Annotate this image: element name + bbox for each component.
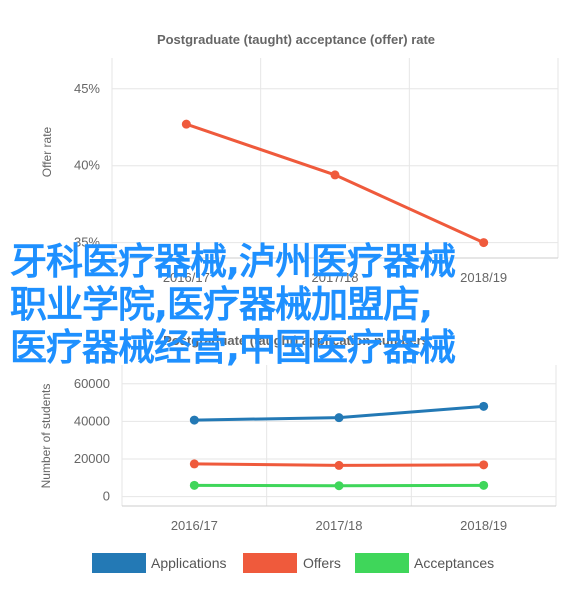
gridlines bbox=[111, 58, 559, 258]
data-point bbox=[189, 459, 199, 469]
y-tick-labels: 35% 40% 45% bbox=[74, 81, 100, 250]
chart-title: Postgraduate (taught) application number… bbox=[163, 333, 429, 348]
x-tick-label: 2018/19 bbox=[460, 270, 507, 285]
series-lines bbox=[189, 401, 489, 491]
data-point bbox=[334, 481, 344, 491]
x-tick-label: 2017/18 bbox=[316, 518, 363, 533]
y-tick-label: 40000 bbox=[74, 413, 110, 428]
series-lines bbox=[181, 119, 489, 248]
data-point bbox=[334, 460, 344, 470]
data-point bbox=[334, 413, 344, 423]
x-tick-label: 2016/17 bbox=[163, 270, 210, 285]
legend: Applications Offers Acceptances bbox=[92, 553, 494, 573]
y-tick-label: 60000 bbox=[74, 376, 110, 391]
data-point bbox=[479, 401, 489, 411]
legend-swatch bbox=[243, 553, 297, 573]
data-point bbox=[189, 415, 199, 425]
legend-label: Applications bbox=[151, 555, 227, 571]
overlay-headline: 牙科医疗器械,泸州医疗器械 职业学院,医疗器械加盟店, 医疗器械经营,中国医疗器… bbox=[10, 240, 570, 369]
series-line bbox=[185, 122, 485, 244]
gridlines bbox=[121, 365, 557, 506]
legend-swatch bbox=[355, 553, 409, 573]
data-point bbox=[189, 480, 199, 490]
x-tick-labels: 2016/17 2017/18 2018/19 bbox=[171, 518, 507, 533]
overlay-line: 医疗器械经营,中国医疗器械 bbox=[10, 326, 456, 369]
x-tick-label: 2017/18 bbox=[312, 270, 359, 285]
x-tick-label: 2018/19 bbox=[460, 518, 507, 533]
y-axis-title: Number of students bbox=[39, 384, 53, 489]
legend-label: Acceptances bbox=[414, 555, 494, 571]
data-point bbox=[479, 238, 489, 248]
application-numbers-chart: Postgraduate (taught) application number… bbox=[39, 333, 557, 573]
y-tick-label: 20000 bbox=[74, 451, 110, 466]
y-tick-label: 40% bbox=[74, 158, 100, 173]
y-tick-label: 0 bbox=[103, 489, 110, 504]
y-axis-title: Offer rate bbox=[40, 126, 54, 177]
data-point bbox=[479, 460, 489, 470]
legend-swatch bbox=[92, 553, 146, 573]
chart-title: Postgraduate (taught) acceptance (offer)… bbox=[157, 32, 435, 47]
legend-label: Offers bbox=[303, 555, 341, 571]
x-tick-label: 2016/17 bbox=[171, 518, 218, 533]
data-point bbox=[330, 170, 340, 180]
overlay-line: 牙科医疗器械,泸州医疗器械 bbox=[10, 240, 456, 283]
overlay-line: 职业学院,医疗器械加盟店, bbox=[10, 283, 433, 326]
data-point bbox=[479, 480, 489, 490]
x-tick-labels: 2016/17 2017/18 2018/19 bbox=[163, 270, 507, 285]
y-tick-labels: 0 20000 40000 60000 bbox=[74, 376, 110, 504]
data-point bbox=[181, 119, 191, 129]
y-tick-label: 45% bbox=[74, 81, 100, 96]
y-tick-label: 35% bbox=[74, 235, 100, 250]
acceptance-rate-chart: Postgraduate (taught) acceptance (offer)… bbox=[40, 32, 559, 285]
